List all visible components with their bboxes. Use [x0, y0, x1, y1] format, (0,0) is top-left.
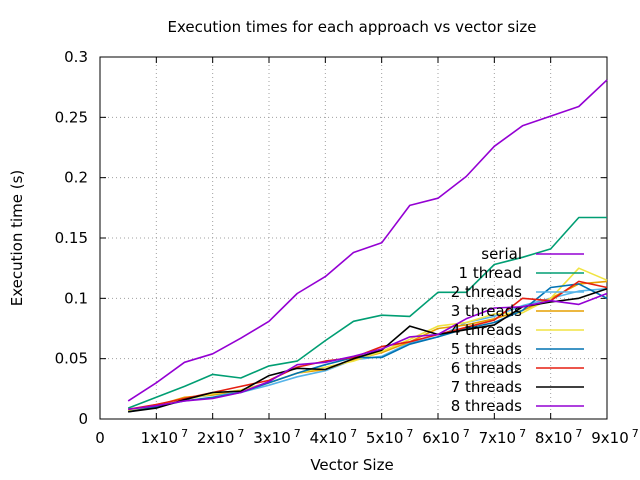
x-tick-base-4: 4x10 [310, 429, 348, 447]
x-tick-base-5: 5x10 [366, 429, 404, 447]
legend-label-8: 8 threads [451, 397, 522, 415]
x-tick-exp-1: 7 [181, 427, 188, 440]
x-tick-base-2: 2x10 [197, 429, 235, 447]
x-tick-label-1: 1x10 7 [141, 427, 189, 447]
x-tick-label-0: 0 [95, 429, 105, 447]
x-tick-base-6: 6x10 [422, 429, 460, 447]
legend-label-3: 3 threads [451, 302, 522, 320]
y-tick-label-0: 0 [78, 410, 88, 428]
x-tick-exp-3: 7 [294, 427, 301, 440]
x-tick-label-8: 8x10 7 [535, 427, 583, 447]
x-tick-base-0: 0 [95, 429, 105, 447]
y-tick-label-1: 0.05 [55, 350, 88, 368]
grid [100, 57, 607, 419]
x-tick-base-7: 7x10 [479, 429, 517, 447]
x-tick-exp-7: 7 [519, 427, 526, 440]
x-tick-exp-2: 7 [237, 427, 244, 440]
series-lines [127, 79, 608, 413]
y-axis-label: Execution time (s) [8, 170, 26, 307]
chart-title: Execution times for each approach vs vec… [167, 18, 536, 36]
x-axis-label: Vector Size [310, 456, 393, 474]
legend-label-5: 5 threads [451, 340, 522, 358]
x-tick-exp-6: 7 [463, 427, 470, 440]
x-tick-label-4: 4x10 7 [310, 427, 358, 447]
x-tick-exp-5: 7 [406, 427, 413, 440]
x-tick-base-9: 9x10 [591, 429, 629, 447]
x-tick-label-7: 7x10 7 [479, 427, 527, 447]
x-tick-base-8: 8x10 [535, 429, 573, 447]
legend-label-6: 6 threads [451, 359, 522, 377]
x-tick-exp-9: 7 [632, 427, 639, 440]
x-tick-base-1: 1x10 [141, 429, 179, 447]
legend-label-4: 4 threads [451, 321, 522, 339]
x-tick-exp-8: 7 [575, 427, 582, 440]
legend-label-1: 1 thread [459, 264, 522, 282]
series-line-1 [127, 216, 607, 409]
legend-label-2: 2 threads [451, 283, 522, 301]
x-ticks: 0 1x10 7 2x10 7 3x10 7 4x10 7 5x10 7 6x10 7 7x10 7 8x10… [95, 57, 639, 447]
x-tick-label-6: 6x10 7 [422, 427, 470, 447]
series-line-0 [127, 79, 608, 402]
y-tick-label-5: 0.25 [55, 108, 88, 126]
legend-label-0: serial [481, 245, 522, 263]
y-tick-label-4: 0.2 [64, 169, 88, 187]
x-tick-label-5: 5x10 7 [366, 427, 414, 447]
x-tick-label-9: 9x10 7 [591, 427, 639, 447]
y-ticks: 0 0.05 0.1 0.15 0.2 0.25 0.3 [55, 48, 607, 428]
series-line-4 [128, 267, 608, 412]
x-tick-label-3: 3x10 7 [253, 427, 301, 447]
y-tick-label-3: 0.15 [55, 229, 88, 247]
legend-label-7: 7 threads [451, 378, 522, 396]
y-tick-label-2: 0.1 [64, 289, 88, 307]
y-tick-label-6: 0.3 [64, 48, 88, 66]
x-tick-base-3: 3x10 [253, 429, 291, 447]
x-tick-label-2: 2x10 7 [197, 427, 245, 447]
x-tick-exp-4: 7 [350, 427, 357, 440]
series-line-8 [128, 292, 608, 411]
